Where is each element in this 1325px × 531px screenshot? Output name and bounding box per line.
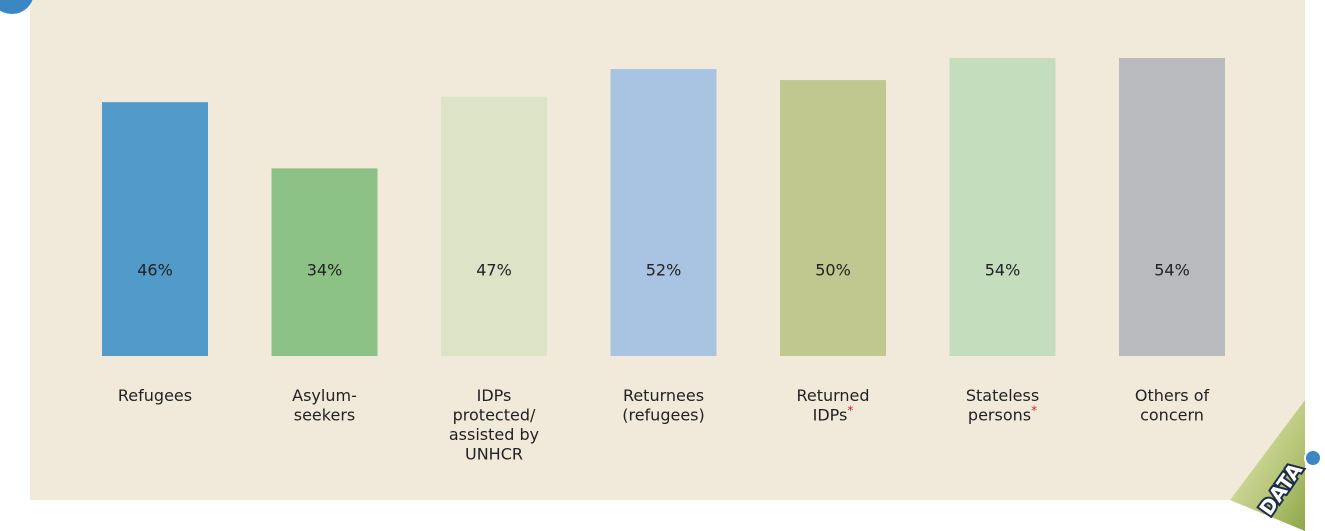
value-label: 54% — [985, 261, 1021, 280]
category-label: IDPs* — [813, 403, 854, 424]
category-label: concern — [1140, 405, 1204, 424]
category-line: Returnees — [623, 386, 704, 405]
value-label: 50% — [815, 261, 851, 280]
category-label: Returned — [796, 386, 869, 405]
category-line: Asylum- — [292, 386, 357, 405]
bar — [1119, 58, 1225, 356]
value-label: 47% — [476, 261, 512, 280]
category-label: Others of — [1135, 386, 1210, 405]
category-line: concern — [1140, 405, 1204, 424]
bar — [102, 102, 208, 356]
category-label: protected/ — [453, 405, 536, 424]
category-label: Returnees — [623, 386, 704, 405]
category-line: (refugees) — [622, 405, 705, 424]
category-label: IDPs — [477, 386, 512, 405]
category-line: seekers — [294, 405, 355, 424]
category-label: Stateless — [966, 386, 1039, 405]
category-label: persons* — [968, 403, 1037, 424]
category-line: UNHCR — [465, 444, 523, 463]
category-label: assisted by — [449, 425, 539, 444]
value-label: 46% — [137, 261, 173, 280]
bar — [271, 168, 378, 356]
footnote-mark: * — [847, 403, 853, 417]
category-label: UNHCR — [465, 444, 523, 463]
category-label: Refugees — [118, 386, 192, 405]
value-label: 54% — [1154, 261, 1190, 280]
bar — [610, 69, 717, 356]
page-curl — [1230, 400, 1305, 531]
value-label: 34% — [307, 261, 343, 280]
category-line: persons — [968, 405, 1031, 424]
category-line: Refugees — [118, 386, 192, 405]
category-label: (refugees) — [622, 405, 705, 424]
category-label: Asylum- — [292, 386, 357, 405]
category-line: IDPs — [477, 386, 512, 405]
category-line: protected/ — [453, 405, 536, 424]
category-line: IDPs — [813, 405, 848, 424]
value-label: 52% — [646, 261, 682, 280]
bar — [780, 80, 886, 357]
section-icon — [0, 0, 33, 14]
bar — [441, 96, 547, 356]
bar — [949, 58, 1056, 356]
category-line: Returned — [796, 386, 869, 405]
category-label: seekers — [294, 405, 355, 424]
category-line: Stateless — [966, 386, 1039, 405]
footnote-mark: * — [1031, 403, 1037, 417]
badge-dot — [1304, 449, 1322, 467]
category-line: Others of — [1135, 386, 1210, 405]
category-line: assisted by — [449, 425, 539, 444]
